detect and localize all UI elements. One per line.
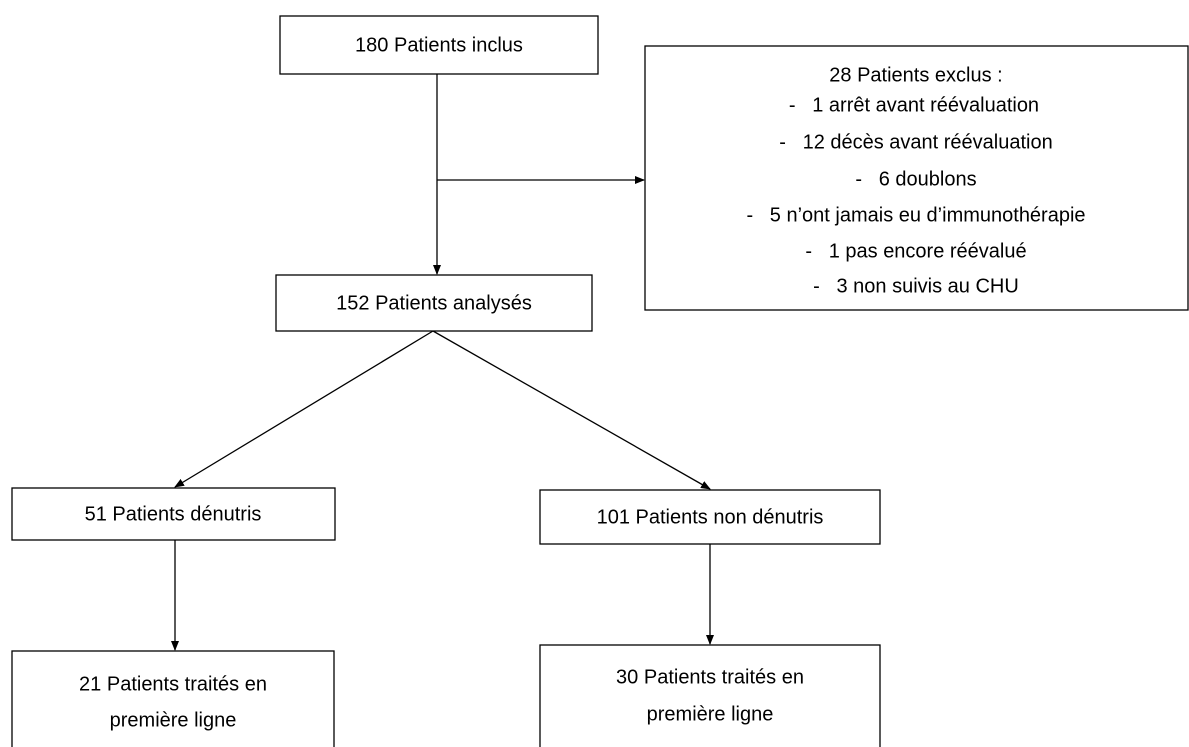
node-label: première ligne [647,703,774,725]
list-item: - 1 arrêt avant réévaluation [789,94,1039,116]
list-item: - 3 non suivis au CHU [813,275,1019,297]
arrow [432,330,711,490]
box [11,487,336,541]
box [279,15,599,75]
arrow [174,330,434,488]
box [11,650,335,747]
node-label: 152 Patients analysés [336,292,532,314]
node-label: 101 Patients non dénutris [597,506,824,528]
box [644,45,1189,311]
list-item: - 1 pas encore réévalué [805,240,1026,262]
node-label: 180 Patients inclus [355,34,523,56]
box [275,274,593,332]
list-item: - 5 n’ont jamais eu d’immunothérapie [746,204,1085,226]
list-item: - 12 décès avant réévaluation [779,131,1053,153]
box [539,644,881,747]
list-item: - 6 doublons [855,168,976,190]
node-label: 30 Patients traités en [616,666,804,688]
node-label: 21 Patients traités en [79,673,267,695]
box [539,489,881,545]
node-label: première ligne [110,709,237,731]
node-label: 51 Patients dénutris [85,503,262,525]
node-title: 28 Patients exclus : [829,64,1002,86]
